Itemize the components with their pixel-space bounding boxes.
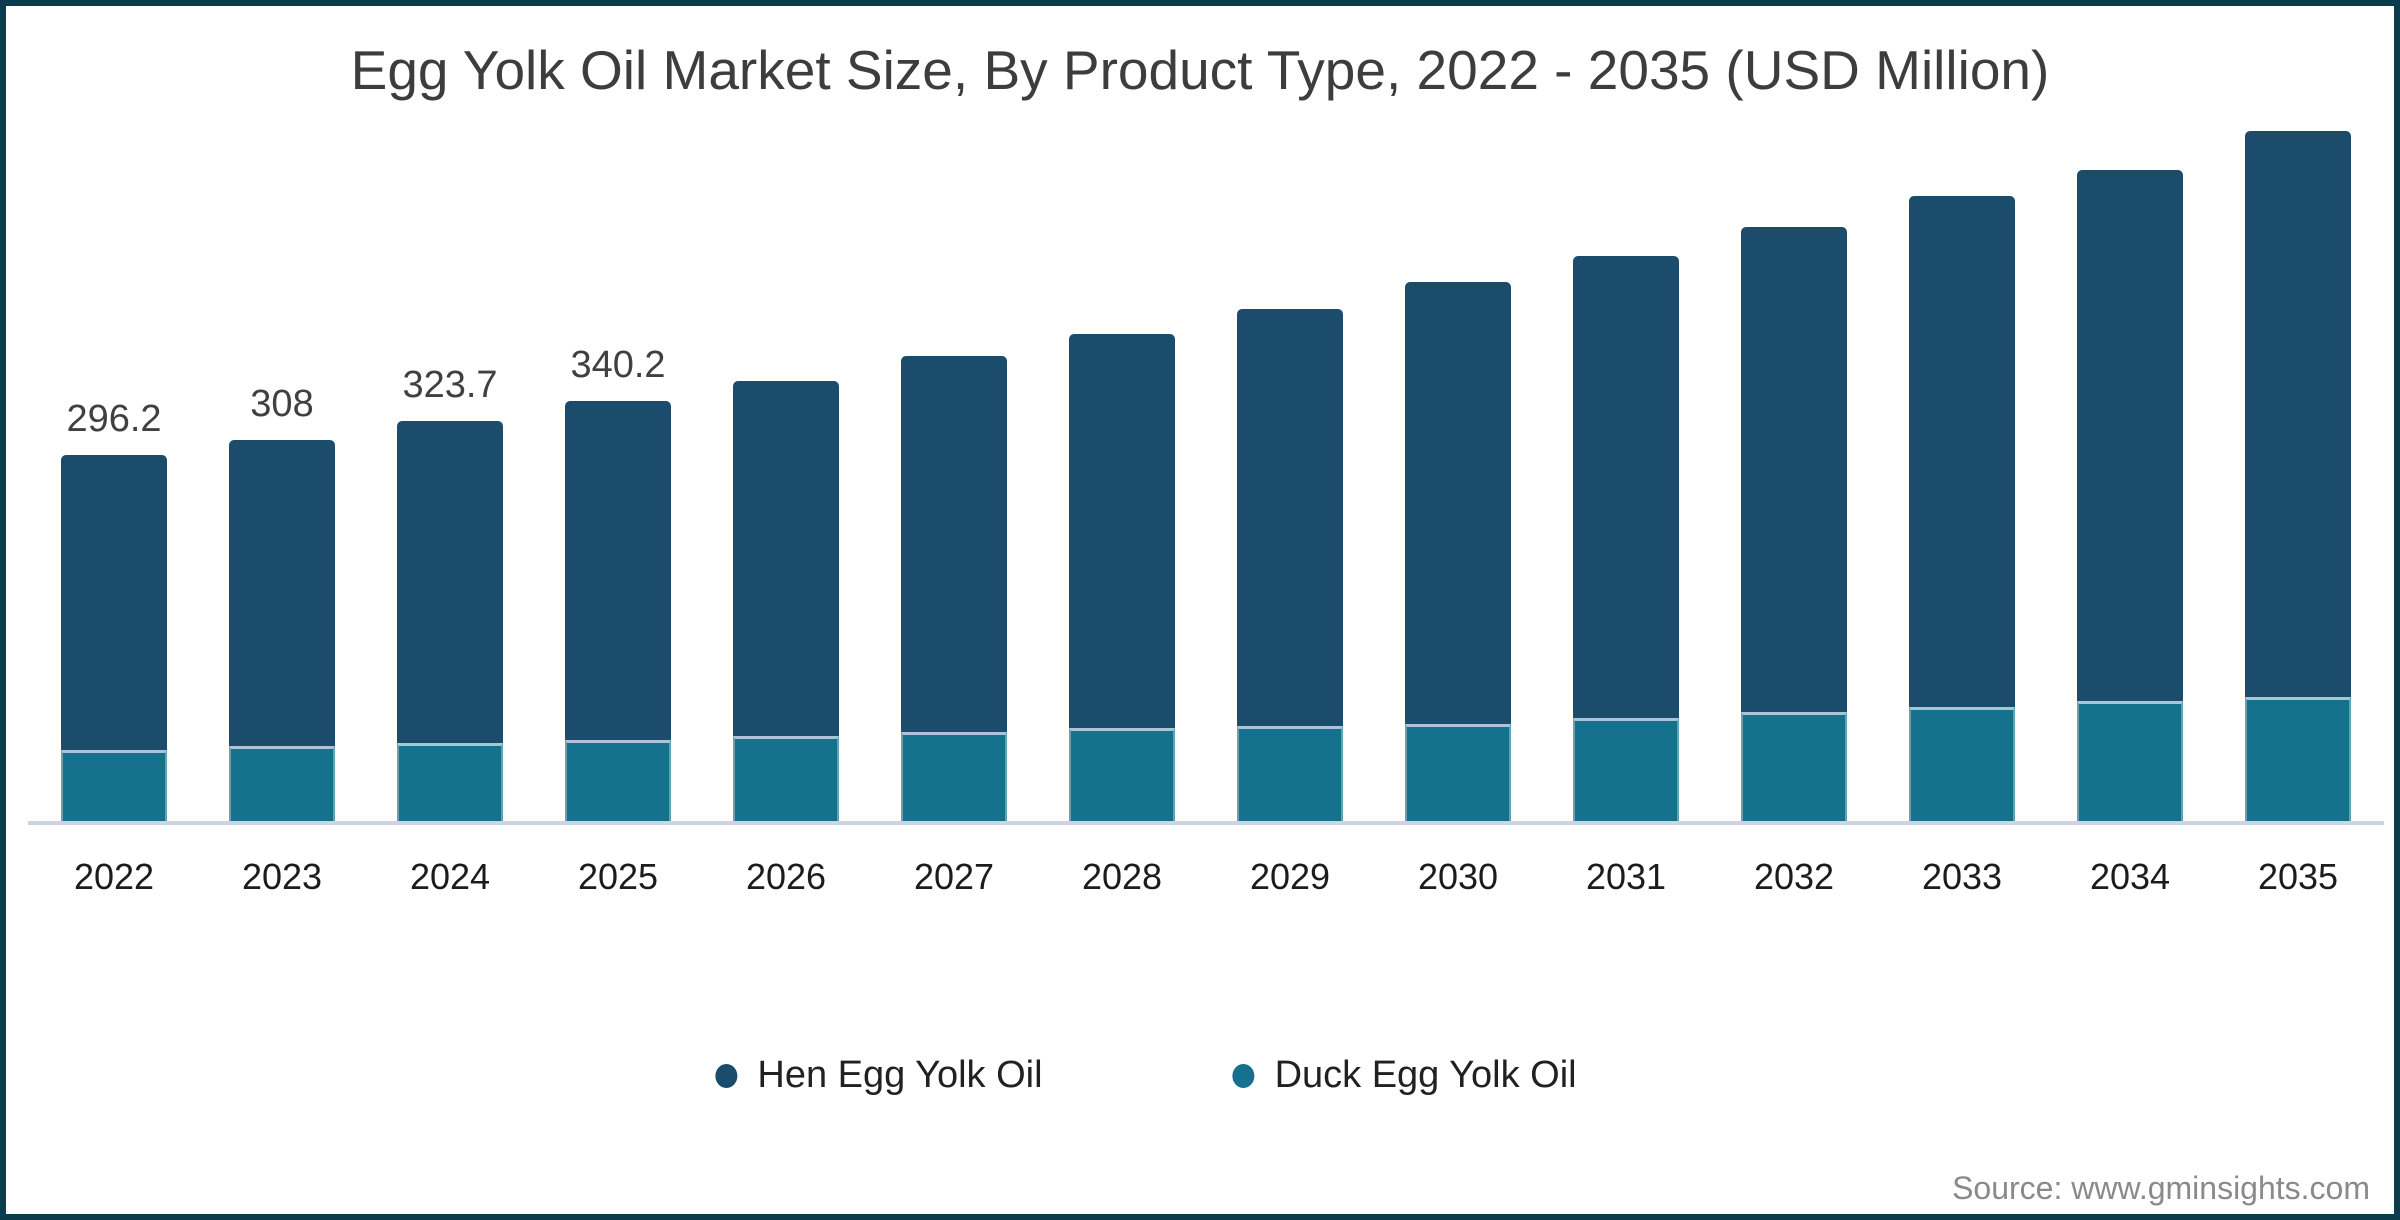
x-axis-label-2030: 2030: [1417, 856, 1499, 897]
bar-2033-duck-segment: [1909, 707, 2015, 821]
bar-2028-hen-segment: [1069, 334, 1175, 728]
bar-2035-duck-segment: [2245, 697, 2351, 821]
legend-item-duck: Duck Egg Yolk Oil: [1232, 1054, 1577, 1097]
bar-2030-hen-segment: [1405, 282, 1511, 724]
legend-marker-duck-icon: [1232, 1063, 1255, 1088]
x-axis-label-2024: 2024: [409, 856, 491, 897]
bar-2034-hen-segment: [2077, 170, 2183, 701]
legend-label-hen: Hen Egg Yolk Oil: [757, 1054, 1043, 1096]
bar-2030: [1405, 282, 1511, 821]
bar-2032: [1741, 227, 1847, 821]
bar-2032-hen-segment: [1741, 227, 1847, 712]
bar-2032-duck-segment: [1741, 712, 1847, 821]
bar-2035-hen-segment: [2245, 131, 2351, 697]
bar-2025-hen-segment: [565, 401, 671, 740]
bar-2023-hen-segment: [229, 440, 335, 746]
plot-area: 296.2 2022 308 2023 323.7 2024 340.2 2025 2026 20…: [6, 6, 2394, 1214]
legend-item-hen: Hen Egg Yolk Oil: [715, 1054, 1043, 1097]
bar-2025: [565, 401, 671, 821]
bar-value-label-2023: 308: [250, 383, 314, 425]
bar-2033: [1909, 196, 2015, 821]
bar-2027-hen-segment: [901, 356, 1007, 732]
bar-value-label-2022: 296.2: [66, 398, 162, 440]
bar-2031-duck-segment: [1573, 718, 1679, 821]
x-axis-label-2035: 2035: [2257, 856, 2339, 897]
x-axis-label-2034: 2034: [2089, 856, 2171, 897]
bar-2031-hen-segment: [1573, 256, 1679, 718]
bar-2023-duck-segment: [229, 746, 335, 821]
bar-2030-duck-segment: [1405, 724, 1511, 821]
bar-2022-hen-segment: [61, 455, 167, 750]
bar-2027-duck-segment: [901, 732, 1007, 821]
x-axis-label-2032: 2032: [1753, 856, 1835, 897]
x-axis-label-2025: 2025: [577, 856, 659, 897]
bar-2028: [1069, 334, 1175, 821]
bar-2024-hen-segment: [397, 421, 503, 743]
x-axis-label-2033: 2033: [1921, 856, 2003, 897]
bar-2022-duck-segment: [61, 750, 167, 821]
bar-2023: [229, 440, 335, 821]
bar-value-label-2025: 340.2: [570, 344, 666, 386]
x-axis-label-2029: 2029: [1249, 856, 1331, 897]
bar-2027: [901, 356, 1007, 821]
x-axis-label-2026: 2026: [745, 856, 827, 897]
bar-2034: [2077, 170, 2183, 821]
bar-2031: [1573, 256, 1679, 821]
legend: Hen Egg Yolk Oil Duck Egg Yolk Oil: [715, 1054, 1577, 1097]
x-axis-line: [28, 821, 2384, 825]
bar-2025-duck-segment: [565, 740, 671, 821]
x-axis-label-2022: 2022: [73, 856, 155, 897]
bar-2034-duck-segment: [2077, 701, 2183, 821]
bar-2024-duck-segment: [397, 743, 503, 821]
legend-label-duck: Duck Egg Yolk Oil: [1274, 1054, 1577, 1096]
bar-2024: [397, 421, 503, 821]
bar-2029-hen-segment: [1237, 309, 1343, 726]
bar-value-label-2024: 323.7: [402, 364, 498, 406]
legend-marker-hen-icon: [715, 1063, 738, 1088]
bar-2022: [61, 455, 167, 821]
chart-title: Egg Yolk Oil Market Size, By Product Typ…: [350, 39, 2050, 101]
x-axis-label-2023: 2023: [241, 856, 323, 897]
bar-2033-hen-segment: [1909, 196, 2015, 707]
x-axis-label-2028: 2028: [1081, 856, 1163, 897]
bar-2026: [733, 381, 839, 821]
x-axis-label-2031: 2031: [1585, 856, 1667, 897]
bar-2035: [2245, 131, 2351, 821]
source-text: Source: www.gminsights.com: [1952, 1170, 2370, 1206]
bar-2028-duck-segment: [1069, 728, 1175, 821]
bar-2029: [1237, 309, 1343, 821]
bar-2029-duck-segment: [1237, 726, 1343, 821]
bar-2026-duck-segment: [733, 736, 839, 821]
x-axis-label-2027: 2027: [913, 856, 995, 897]
bar-2026-hen-segment: [733, 381, 839, 736]
